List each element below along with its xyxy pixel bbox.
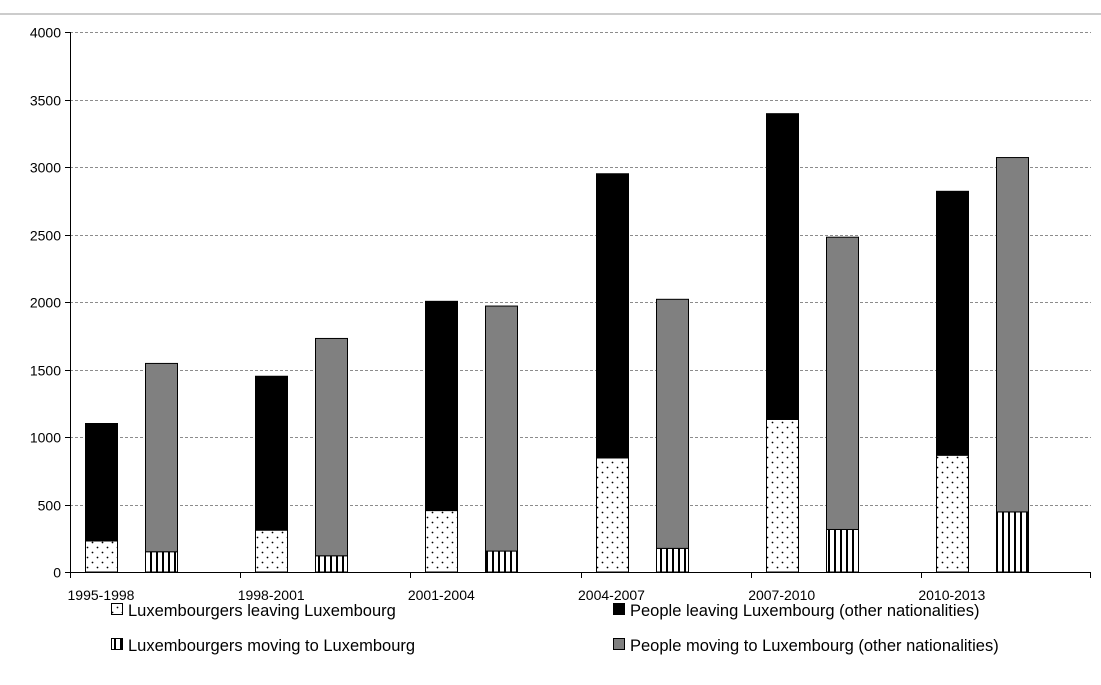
bar-segment: [256, 530, 288, 572]
bar-segment: [316, 338, 348, 555]
bar-segment: [486, 306, 518, 551]
bar-segment: [827, 237, 859, 529]
x-tick-label: 2004-2007: [578, 587, 645, 603]
legend: Luxembourgers leaving Luxembourg People l…: [112, 602, 999, 655]
legend-item: Luxembourgers moving to Luxembourg: [112, 637, 416, 655]
legend-swatch: [614, 604, 625, 615]
bar-segment: [86, 541, 118, 572]
bar-segment: [486, 551, 518, 572]
y-tick-label: 1000: [30, 430, 61, 446]
y-tick-label: 3500: [30, 93, 61, 109]
bar-segment: [316, 556, 348, 572]
legend-item: People moving to Luxembourg (other natio…: [614, 637, 999, 655]
y-tick-label: 4000: [30, 25, 61, 41]
bar-segment: [657, 299, 689, 548]
legend-swatch: [112, 639, 123, 650]
bar-segment: [86, 424, 118, 541]
legend-label: Luxembourgers moving to Luxembourg: [128, 637, 415, 655]
legend-label: Luxembourgers leaving Luxembourg: [128, 602, 396, 620]
bar-segment: [657, 548, 689, 572]
bar-segment: [597, 174, 629, 458]
bar-segment: [937, 191, 969, 455]
bar-segment: [426, 511, 458, 572]
legend-item: Luxembourgers leaving Luxembourg: [112, 602, 396, 620]
x-tick-label: 2007-2010: [748, 587, 815, 603]
legend-label: People moving to Luxembourg (other natio…: [630, 637, 999, 655]
bar-segment: [256, 376, 288, 530]
bar-segment: [767, 419, 799, 572]
legend-item: People leaving Luxembourg (other nationa…: [614, 602, 980, 620]
x-tick-label: 2010-2013: [918, 587, 985, 603]
bar-segment: [767, 114, 799, 420]
x-tick-label: 1995-1998: [68, 587, 135, 603]
bar-segment: [997, 512, 1029, 572]
bar-segment: [997, 158, 1029, 512]
bar-segment: [146, 363, 178, 551]
x-tick-label: 2001-2004: [408, 587, 475, 603]
bar-segment: [146, 552, 178, 572]
bar-segment: [426, 301, 458, 510]
legend-label: People leaving Luxembourg (other nationa…: [630, 602, 979, 620]
y-tick-label: 0: [53, 565, 61, 581]
x-tick-label: 1998-2001: [238, 587, 305, 603]
y-tick-label: 3000: [30, 160, 61, 176]
bar-segment: [597, 458, 629, 572]
bars: [86, 114, 1029, 572]
y-tick-label: 500: [38, 498, 62, 514]
legend-swatch: [112, 604, 123, 615]
bar-segment: [937, 455, 969, 572]
y-tick-label: 2500: [30, 228, 61, 244]
legend-swatch: [614, 639, 625, 650]
y-tick-label: 1500: [30, 363, 61, 379]
y-tick-label: 2000: [30, 295, 61, 311]
bar-segment: [827, 529, 859, 572]
